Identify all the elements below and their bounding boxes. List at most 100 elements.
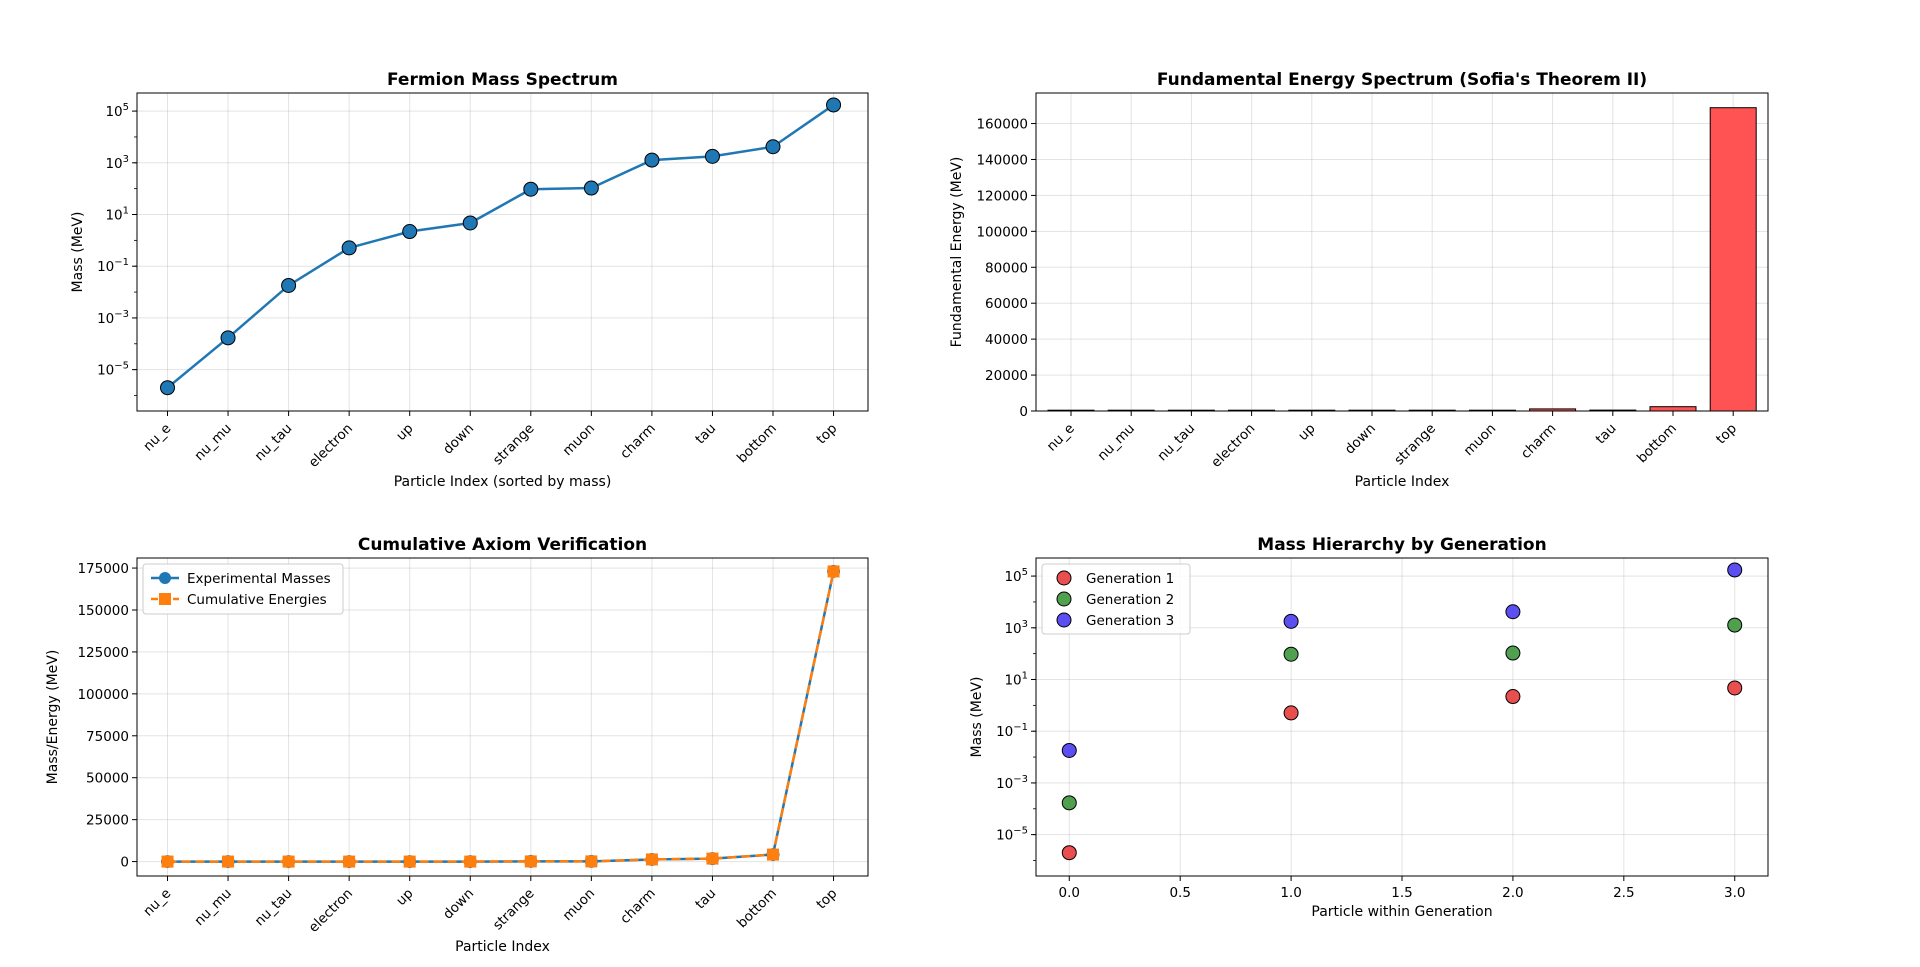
x-axis-label: Particle within Generation xyxy=(1311,904,1492,920)
x-tick-label: muon xyxy=(560,886,599,925)
x-axis-label: Particle Index xyxy=(455,939,550,955)
chart-fundamental-energy-spectrum: Fundamental Energy Spectrum (Sofia's The… xyxy=(949,70,1769,490)
y-tick-label: 103 xyxy=(105,154,129,172)
y-tick-label: 10−3 xyxy=(97,309,129,327)
x-tick-label: 0.5 xyxy=(1169,885,1190,901)
legend-label: Cumulative Energies xyxy=(187,592,327,608)
x-tick-label: top xyxy=(1713,421,1740,448)
y-tick-label: 160000 xyxy=(976,117,1028,133)
x-tick-label: top xyxy=(813,886,840,913)
legend-frame xyxy=(1041,563,1191,635)
x-tick-label: up xyxy=(393,886,416,909)
x-tick-label: nu_mu xyxy=(1094,421,1138,465)
series-line xyxy=(166,103,835,389)
legend-marker xyxy=(1056,612,1072,628)
x-tick-label: charm xyxy=(617,886,659,928)
legend-frame xyxy=(142,563,344,615)
x-axis-label: Particle Index xyxy=(1355,474,1450,490)
y-tick-label: 0 xyxy=(120,855,129,871)
legend-marker xyxy=(1056,591,1072,607)
y-tick-label: 175000 xyxy=(77,561,129,577)
x-tick-label: bottom xyxy=(734,421,780,467)
data-point xyxy=(402,224,418,240)
y-tick-label: 100000 xyxy=(77,687,129,703)
data-point xyxy=(161,855,174,868)
data-point xyxy=(583,180,599,196)
x-tick-label: 1.5 xyxy=(1391,885,1412,901)
x-tick-label: muon xyxy=(1461,421,1500,460)
x-tick-label: 3.0 xyxy=(1724,885,1745,901)
x-tick-label: 2.5 xyxy=(1613,885,1634,901)
x-tick-label: 2.0 xyxy=(1502,885,1523,901)
legend-label: Generation 1 xyxy=(1086,571,1174,587)
x-tick-label: up xyxy=(1295,421,1318,444)
x-tick-label: electron xyxy=(306,421,356,471)
data-point xyxy=(343,855,356,868)
x-tick-label: nu_tau xyxy=(252,886,296,930)
y-tick-label: 120000 xyxy=(976,188,1028,204)
chart-mass-hierarchy-by-generation: Mass Hierarchy by Generation Particle wi… xyxy=(969,535,1769,920)
x-tick-label: electron xyxy=(306,886,356,936)
x-tick-label: tau xyxy=(692,886,719,913)
x-tick-label: nu_e xyxy=(1044,421,1078,455)
y-tick-label: 105 xyxy=(105,102,129,120)
x-tick-label: nu_e xyxy=(140,886,174,920)
x-tick-label: muon xyxy=(560,421,599,460)
y-tick-label: 10−5 xyxy=(996,826,1028,844)
data-point xyxy=(222,855,235,868)
data-point xyxy=(1727,562,1743,578)
data-point xyxy=(826,97,842,113)
x-tick-label: strange xyxy=(490,886,538,934)
data-point xyxy=(1283,613,1299,629)
x-tick-label: top xyxy=(813,421,840,448)
data-point xyxy=(160,380,175,396)
bar xyxy=(1649,406,1697,412)
x-tick-label: nu_mu xyxy=(191,886,235,930)
data-point xyxy=(1061,742,1077,758)
x-tick-label: 1.0 xyxy=(1280,885,1301,901)
legend-marker xyxy=(159,572,171,584)
legend-label: Generation 2 xyxy=(1086,592,1174,608)
x-tick-label: nu_tau xyxy=(1154,421,1198,465)
x-tick-label: nu_e xyxy=(140,421,174,455)
data-point xyxy=(282,855,295,868)
x-tick-label: bottom xyxy=(1634,421,1680,467)
x-tick-label: nu_mu xyxy=(191,421,235,465)
x-tick-label: nu_tau xyxy=(252,421,296,465)
y-tick-label: 10−5 xyxy=(97,361,129,379)
y-tick-label: 103 xyxy=(1004,619,1028,637)
legend-label: Experimental Masses xyxy=(187,571,331,587)
series-line xyxy=(167,571,835,863)
legend: Generation 1 Generation 2 Generation 3 xyxy=(1041,563,1191,635)
chart-title: Cumulative Axiom Verification xyxy=(358,535,647,555)
y-tick-label: 150000 xyxy=(77,603,129,619)
x-tick-label: charm xyxy=(1518,421,1560,463)
legend: Experimental Masses Cumulative Energies xyxy=(142,563,344,615)
y-axis-label: Mass/Energy (MeV) xyxy=(45,650,61,785)
data-point xyxy=(706,852,719,865)
y-tick-label: 100000 xyxy=(976,224,1028,240)
x-axis-label: Particle Index (sorted by mass) xyxy=(394,474,612,490)
data-point xyxy=(1505,645,1521,661)
y-tick-label: 105 xyxy=(1004,567,1028,585)
y-tick-label: 50000 xyxy=(86,771,129,787)
axes-frame xyxy=(1035,557,1769,877)
y-tick-label: 10−1 xyxy=(996,722,1028,740)
axes-frame xyxy=(136,557,869,877)
y-axis-label: Mass (MeV) xyxy=(70,212,86,293)
x-tick-label: down xyxy=(440,886,477,923)
y-tick-label: 75000 xyxy=(86,729,129,745)
y-tick-label: 80000 xyxy=(985,260,1028,276)
data-point xyxy=(1505,604,1521,620)
data-point xyxy=(585,855,598,868)
data-point xyxy=(1061,845,1077,861)
data-point xyxy=(341,240,357,256)
y-axis-label: Mass (MeV) xyxy=(969,677,985,758)
legend-marker xyxy=(159,593,171,605)
y-tick-label: 125000 xyxy=(77,645,129,661)
data-point xyxy=(1727,617,1743,633)
y-tick-label: 10−3 xyxy=(996,774,1028,792)
y-tick-label: 101 xyxy=(1004,671,1028,689)
data-point xyxy=(644,152,660,168)
